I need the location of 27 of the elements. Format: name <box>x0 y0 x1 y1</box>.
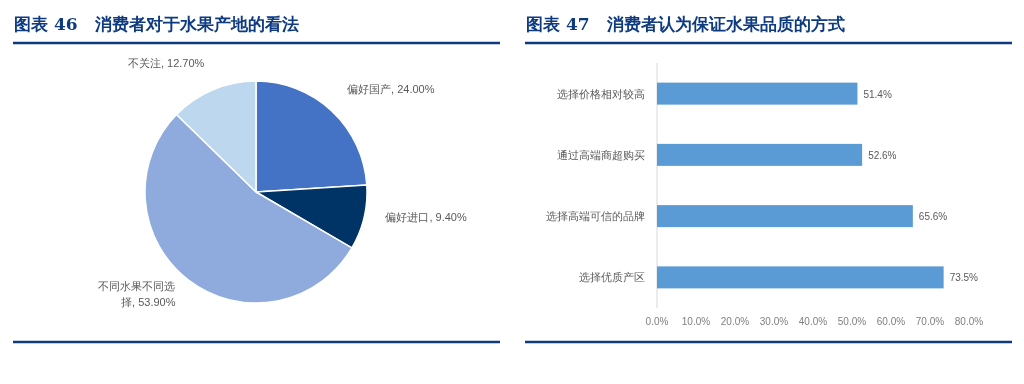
x-tick-label: 20.0% <box>720 316 750 327</box>
slice-label: 偏好进口, 9.40% <box>385 210 467 223</box>
x-tick-label: 80.0% <box>954 316 984 327</box>
slice-label: 不关注, 12.70% <box>127 57 205 70</box>
x-tick-label: 60.0% <box>876 316 906 327</box>
x-tick-label: 0.0% <box>645 316 669 327</box>
x-tick-label: 10.0% <box>681 316 711 327</box>
bar <box>657 266 944 289</box>
x-tick-label: 30.0% <box>759 316 789 327</box>
chart-title: 图表 47 消费者认为保证水果品质的方式 <box>526 14 845 34</box>
y-tick-label: 选择优质产区 <box>579 271 645 284</box>
data-label: 51.4% <box>863 88 892 100</box>
y-tick-label: 选择价格相对较高 <box>557 87 645 100</box>
y-tick-label: 通过高端商超购买 <box>557 148 645 161</box>
chart-title: 图表 46 消费者对于水果产地的看法 <box>14 14 299 34</box>
x-tick-label: 40.0% <box>798 316 828 327</box>
x-tick-label: 50.0% <box>837 316 867 327</box>
data-label: 65.6% <box>918 211 948 223</box>
bar <box>657 205 913 228</box>
data-label: 73.5% <box>949 272 979 284</box>
x-tick-label: 70.0% <box>915 316 945 327</box>
data-label: 52.6% <box>868 149 897 161</box>
bar <box>657 143 863 166</box>
y-tick-label: 选择高端可信的品牌 <box>546 210 645 223</box>
slice-label: 不同水果不同选择, 53.90% <box>98 279 176 308</box>
bar <box>657 82 858 105</box>
slice-label: 偏好国产, 24.00% <box>347 83 435 96</box>
